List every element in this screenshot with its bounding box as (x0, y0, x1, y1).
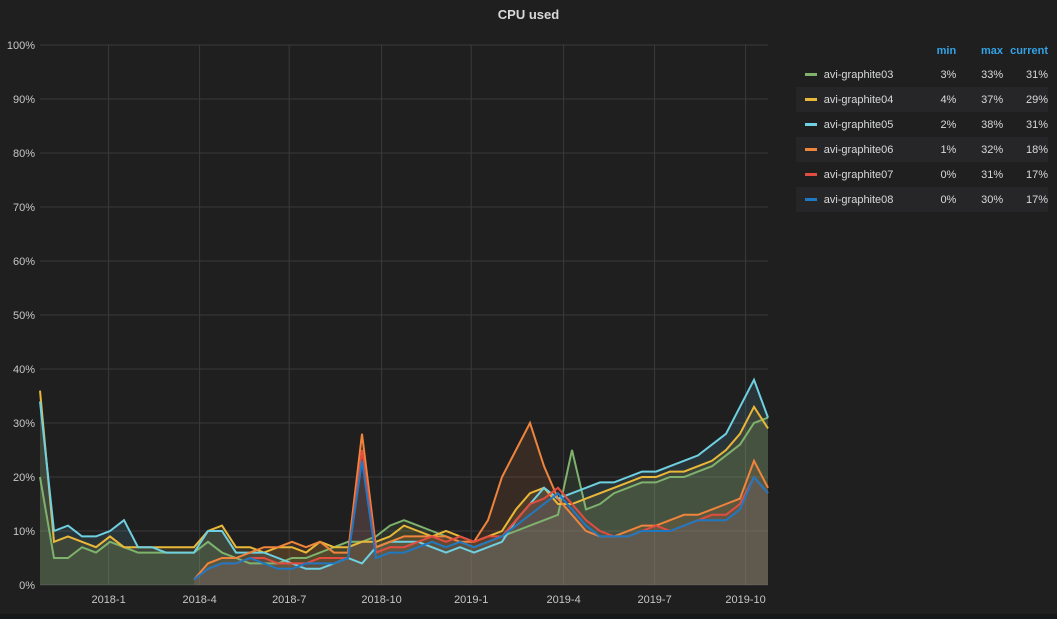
legend-min: 4% (940, 93, 957, 106)
series-area-avi-graphite03 (40, 417, 768, 585)
panel-title[interactable]: CPU used (497, 7, 560, 22)
y-tick-label: 20% (13, 472, 35, 484)
series-color-swatch[interactable] (805, 73, 817, 76)
legend-header-current[interactable]: current (1010, 45, 1048, 57)
y-tick-label: 40% (13, 364, 35, 376)
series-area-avi-graphite08 (194, 460, 768, 585)
legend-row[interactable]: avi-graphite08 0% 30% 17% (796, 187, 1048, 212)
legend-current: 17% (1025, 168, 1049, 181)
y-tick-label: 30% (13, 418, 35, 430)
x-tick-label: 2019-10 (725, 594, 765, 606)
y-tick-label: 80% (13, 148, 35, 160)
x-tick-label: 2019-1 (454, 594, 488, 606)
legend-series-name[interactable]: avi-graphite06 (823, 143, 894, 156)
y-tick-label: 70% (13, 202, 35, 214)
series-color-swatch[interactable] (805, 198, 817, 201)
legend-series-name[interactable]: avi-graphite08 (823, 193, 894, 206)
x-tick-label: 2019-4 (546, 594, 580, 606)
legend-current: 31% (1025, 118, 1049, 131)
x-tick-label: 2018-7 (272, 594, 306, 606)
series-line-avi-graphite03 (39, 416, 769, 565)
legend-row[interactable]: avi-graphite05 2% 38% 31% (796, 112, 1048, 137)
legend-max: 30% (981, 193, 1004, 206)
legend-current: 18% (1025, 143, 1049, 156)
legend-row[interactable]: avi-graphite04 4% 37% 29% (796, 87, 1048, 112)
x-tick-label: 2018-4 (182, 594, 216, 606)
legend-max: 31% (981, 168, 1004, 181)
series-area-avi-graphite04 (40, 390, 768, 585)
series-line-avi-graphite06 (193, 420, 769, 581)
legend-min: 0% (940, 168, 957, 181)
series-color-swatch[interactable] (805, 123, 817, 126)
legend-min: 1% (940, 143, 957, 156)
legend-header: min max current (796, 40, 1048, 62)
y-tick-label: 90% (13, 94, 35, 106)
series-line-avi-graphite08 (193, 460, 769, 581)
legend-series-name[interactable]: avi-graphite04 (823, 93, 894, 106)
legend-max: 37% (981, 93, 1004, 106)
legend-max: 32% (981, 143, 1004, 156)
legend-max: 33% (981, 68, 1004, 81)
legend-max: 38% (981, 118, 1004, 131)
series-area-avi-graphite06 (194, 423, 768, 585)
legend-series-name[interactable]: avi-graphite05 (823, 118, 894, 131)
y-tick-label: 60% (13, 256, 35, 268)
series-line-avi-graphite05 (39, 377, 769, 570)
y-tick-label: 0% (19, 580, 35, 592)
series-color-swatch[interactable] (805, 148, 817, 151)
legend-header-max[interactable]: max (981, 45, 1004, 57)
legend-current: 29% (1025, 93, 1049, 106)
series-line-avi-graphite04 (39, 390, 769, 554)
x-tick-label: 2019-7 (637, 594, 671, 606)
y-tick-label: 50% (13, 310, 35, 322)
series-area-avi-graphite05 (40, 379, 768, 585)
series-color-swatch[interactable] (805, 98, 817, 101)
legend-min: 2% (940, 118, 957, 131)
y-tick-label: 10% (13, 526, 35, 538)
legend-table: min max current avi-graphite03 3% 33% 31… (796, 40, 1048, 212)
legend-row[interactable]: avi-graphite06 1% 32% 18% (796, 137, 1048, 162)
legend-min: 3% (940, 68, 957, 81)
legend-min: 0% (940, 193, 957, 206)
legend-header-min[interactable]: min (936, 45, 957, 57)
series-color-swatch[interactable] (805, 173, 817, 176)
legend-current: 31% (1025, 68, 1049, 81)
y-tick-label: 100% (7, 40, 35, 52)
legend-series-name[interactable]: avi-graphite07 (823, 168, 894, 181)
x-tick-label: 2018-10 (361, 594, 401, 606)
legend-row[interactable]: avi-graphite03 3% 33% 31% (796, 62, 1048, 87)
legend-row[interactable]: avi-graphite07 0% 31% 17% (796, 162, 1048, 187)
legend-series-name[interactable]: avi-graphite03 (823, 68, 894, 81)
x-tick-label: 2018-1 (91, 594, 125, 606)
series-area-avi-graphite07 (194, 450, 768, 585)
legend-current: 17% (1025, 193, 1049, 206)
